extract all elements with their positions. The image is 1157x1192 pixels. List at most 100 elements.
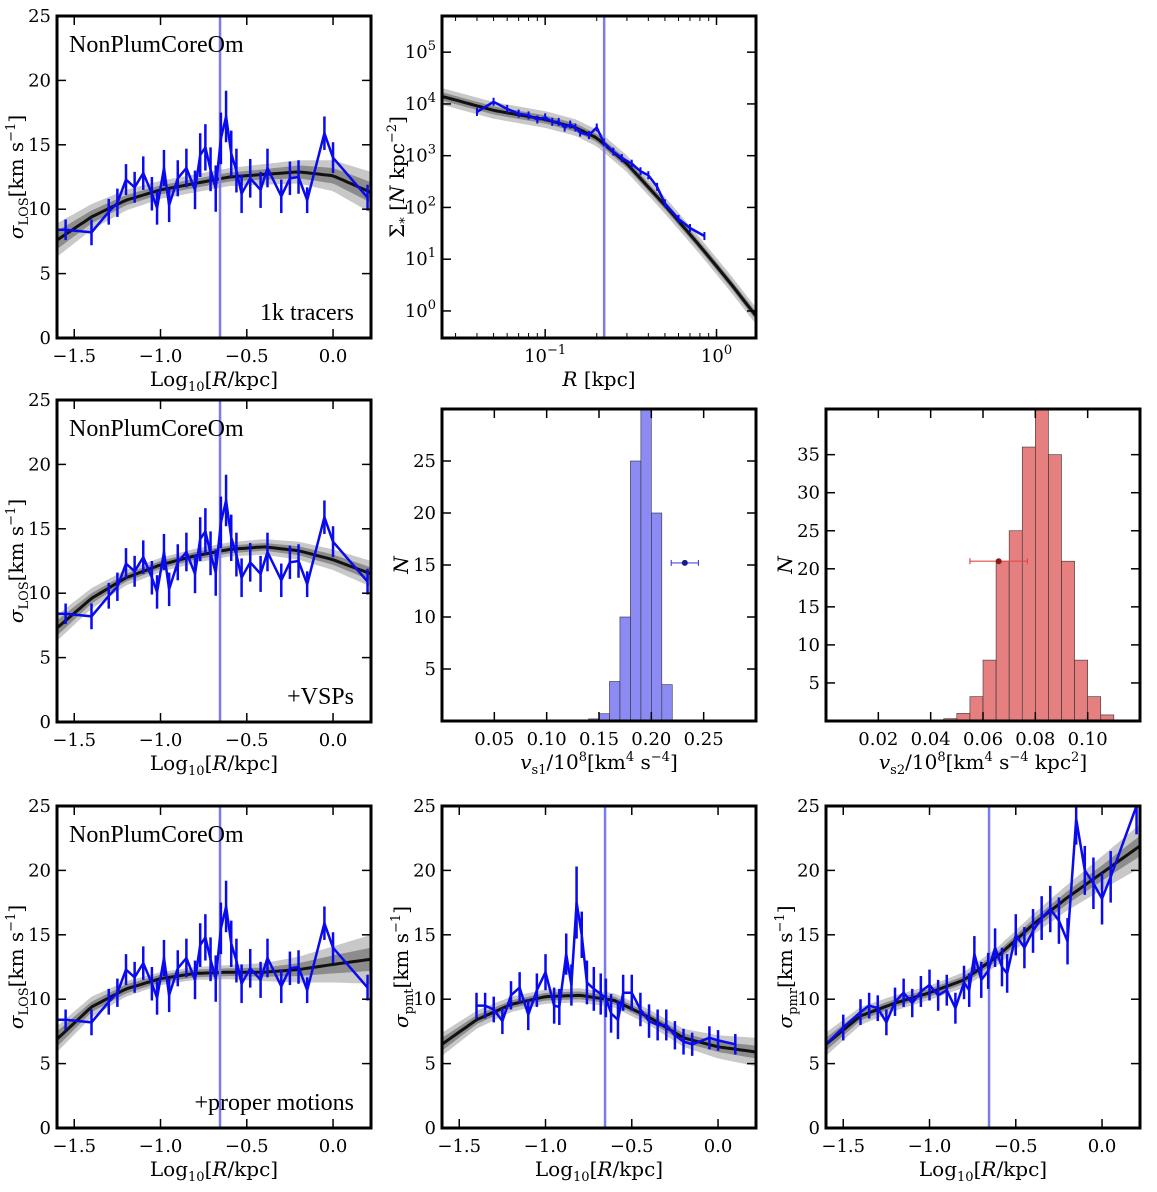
y-tick-label: 5 xyxy=(40,264,51,285)
x-tick-label: 0.0 xyxy=(319,346,348,367)
x-tick-label: −1.5 xyxy=(52,346,96,367)
y-axis-label: σpmt[km s−1] xyxy=(389,906,417,1028)
x-tick-label: −0.5 xyxy=(610,1136,654,1157)
y-tick-label: 25 xyxy=(797,521,820,542)
y-axis-label: σLOS[km s−1] xyxy=(4,499,32,623)
histogram-bar xyxy=(995,560,1010,721)
y-tick-label: 25 xyxy=(28,6,51,27)
y-tick-label: 5 xyxy=(40,648,51,669)
y-tick-label: 0 xyxy=(40,712,51,733)
y-axis-label: N xyxy=(773,555,797,575)
dataset-annotation: +VSPs xyxy=(287,684,354,710)
y-tick-label: 25 xyxy=(28,390,51,411)
model-outer-band xyxy=(57,934,371,1052)
y-tick-label: 5 xyxy=(425,659,436,680)
y-tick-label: 15 xyxy=(413,925,436,946)
x-axis-label: Log10[R/kpc] xyxy=(919,1157,1047,1185)
y-axis-label: σpmr[km s−1] xyxy=(773,905,801,1028)
y-tick-label: 102 xyxy=(405,194,436,218)
chart-p4: 0.05 0.10 0.15 0.20 0.25 5 10 15 20 25 vs1/108[km4… xyxy=(389,407,758,778)
x-tick-label: 0.04 xyxy=(911,729,951,750)
y-tick-label: 103 xyxy=(405,143,436,167)
x-tick-label: −1.0 xyxy=(139,730,183,751)
histogram-bar xyxy=(1035,409,1049,721)
x-axis-label: R [kpc] xyxy=(561,367,635,391)
y-axis-label: σLOS[km s−1] xyxy=(4,905,32,1029)
model-inner-band xyxy=(57,947,371,1047)
x-axis-label: Log10[R/kpc] xyxy=(535,1157,663,1185)
plot-frame xyxy=(55,398,373,724)
chart-p6: −1.5 −1.0 −0.5 0.0 0 5 10 15 20 25 Log10[R/kpc] σLO… xyxy=(4,796,373,1185)
y-tick-label: 20 xyxy=(797,860,820,881)
x-tick-label: −1.0 xyxy=(524,1136,568,1157)
y-tick-label: 5 xyxy=(40,1054,51,1075)
y-tick-label: 20 xyxy=(797,559,820,580)
x-tick-label: −1.0 xyxy=(139,346,183,367)
model-name-annotation: NonPlumCoreOm xyxy=(69,822,244,848)
y-tick-label: 5 xyxy=(809,1054,820,1075)
y-tick-label: 20 xyxy=(28,454,51,475)
x-tick-label: 0.0 xyxy=(1088,1136,1117,1157)
y-tick-label: 10 xyxy=(413,607,436,628)
marker-point xyxy=(995,558,1002,565)
y-tick-label: 15 xyxy=(413,555,436,576)
x-tick-label: −1.5 xyxy=(52,730,96,751)
y-tick-label: 25 xyxy=(28,796,51,817)
y-tick-label: 104 xyxy=(405,91,436,115)
plot-area xyxy=(57,16,371,338)
x-tick-label: 0.02 xyxy=(858,729,898,750)
plot-frame xyxy=(440,407,758,723)
plot-area xyxy=(943,409,1115,721)
dataset-annotation: 1k tracers xyxy=(260,300,354,326)
x-tick-label: −1.0 xyxy=(139,1136,183,1157)
histogram-bar xyxy=(609,681,621,721)
y-tick-label: 5 xyxy=(809,673,820,694)
chart-p8: −1.5 −1.0 −0.5 0.0 0 5 10 15 20 25 Log10[R/kpc] σpm… xyxy=(773,796,1142,1185)
x-tick-label: −0.5 xyxy=(225,346,269,367)
y-tick-label: 0 xyxy=(809,1118,820,1139)
y-tick-label: 20 xyxy=(413,860,436,881)
plot-area xyxy=(588,409,700,721)
model-name-annotation: NonPlumCoreOm xyxy=(69,32,244,58)
y-tick-label: 15 xyxy=(797,597,820,618)
y-tick-label: 5 xyxy=(425,1054,436,1075)
x-tick-label: 0.08 xyxy=(1015,729,1055,750)
y-tick-label: 15 xyxy=(797,925,820,946)
y-tick-label: 25 xyxy=(413,796,436,817)
y-tick-label: 10 xyxy=(28,989,51,1010)
y-tick-label: 10 xyxy=(413,989,436,1010)
histogram-bar xyxy=(969,696,984,721)
y-axis-label: N xyxy=(389,555,413,575)
x-tick-label: 0.0 xyxy=(704,1136,733,1157)
y-tick-label: 0 xyxy=(425,1118,436,1139)
y-tick-label: 15 xyxy=(28,519,51,540)
x-tick-label: 0.10 xyxy=(527,729,567,750)
histogram-bar xyxy=(640,409,652,721)
y-axis-label: Σ* [N kpc−2] xyxy=(385,116,413,238)
y-tick-label: 0 xyxy=(40,1118,51,1139)
plot-frame xyxy=(55,804,373,1130)
y-tick-label: 105 xyxy=(405,39,436,63)
marker-point xyxy=(681,559,688,566)
x-tick-label: 0.05 xyxy=(474,729,514,750)
x-tick-label: −0.5 xyxy=(225,730,269,751)
y-tick-label: 10 xyxy=(28,199,51,220)
histogram-bar xyxy=(1008,530,1023,721)
y-tick-label: 25 xyxy=(413,451,436,472)
x-axis-label: Log10[R/kpc] xyxy=(150,751,278,779)
x-tick-label: 100 xyxy=(701,343,732,367)
x-tick-label: 0.0 xyxy=(319,730,348,751)
histogram-bar xyxy=(1061,560,1075,721)
y-tick-label: 10 xyxy=(28,583,51,604)
chart-p7: −1.5 −1.0 −0.5 0.0 0 5 10 15 20 25 Log10[R/kpc] σpm… xyxy=(389,796,758,1185)
histogram-bar xyxy=(619,616,631,721)
histogram-bar xyxy=(1074,659,1088,721)
plot-area xyxy=(442,16,756,338)
plot-area xyxy=(826,806,1140,1128)
y-tick-label: 0 xyxy=(40,328,51,349)
plot-area xyxy=(442,806,756,1128)
chart-p3: −1.5 −1.0 −0.5 0.0 0 5 10 15 20 25 Log10[R/kpc] σLO… xyxy=(4,390,373,779)
x-tick-label: −1.5 xyxy=(821,1136,865,1157)
y-tick-label: 10 xyxy=(797,635,820,656)
x-tick-label: 0.15 xyxy=(579,729,619,750)
